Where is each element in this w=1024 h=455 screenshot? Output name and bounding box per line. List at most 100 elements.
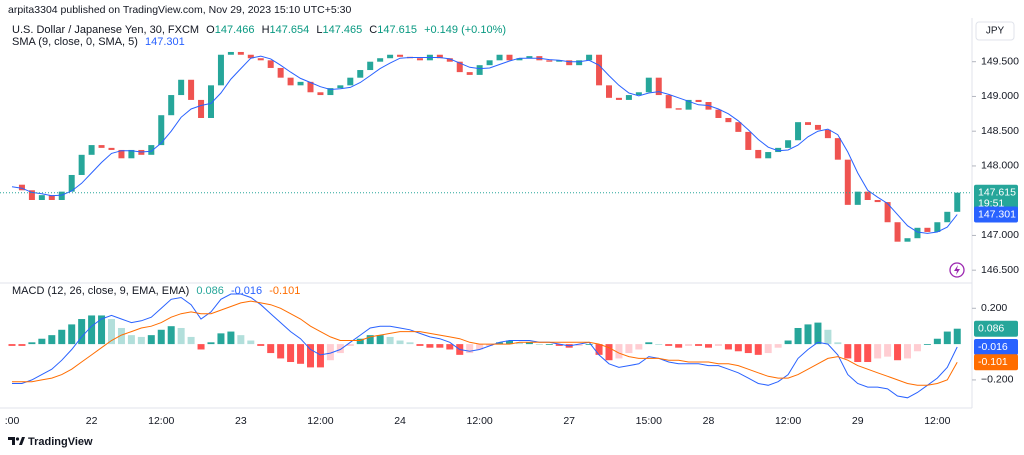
candle (586, 54, 593, 61)
quote-value: 147.615 (377, 24, 417, 36)
macd-histogram-bar (366, 335, 374, 345)
candle (834, 138, 841, 160)
macd-histogram-bar (794, 327, 802, 345)
candle (88, 145, 95, 155)
candle (854, 191, 861, 205)
candle (864, 191, 871, 200)
macd-histogram-bar (844, 344, 852, 359)
alert-icon[interactable] (949, 262, 965, 278)
macd-hist-value: 0.086 (196, 285, 224, 297)
candle (128, 149, 135, 159)
brand-name: TradingView (28, 436, 93, 448)
candle (416, 58, 423, 61)
macd-histogram-bar (446, 344, 454, 350)
macd-histogram-bar (177, 327, 185, 345)
candle (496, 54, 503, 61)
macd-histogram-bar (754, 344, 762, 355)
candle (944, 211, 951, 223)
candle (526, 56, 533, 59)
macd-histogram-bar (635, 344, 643, 350)
last-price-badge (974, 184, 1018, 212)
macd-histogram-bar (814, 322, 822, 345)
macd-histogram-bar (147, 335, 155, 345)
quote-label: O (206, 24, 215, 36)
quote-change: +0.149 (+0.10%) (424, 24, 506, 36)
candle (347, 77, 354, 86)
macd-histogram-bar (257, 344, 265, 346)
macd-histogram-bar (804, 324, 812, 345)
macd-histogram-bar (675, 344, 683, 348)
y-tick-label: 0.200 (981, 302, 1007, 314)
macd-histogram-bar (515, 342, 523, 345)
candle (814, 124, 821, 130)
macd-badge (974, 320, 1018, 337)
macd-histogram-bar (864, 344, 872, 363)
macd-badge-text: 0.086 (978, 322, 1004, 334)
macd-histogram-bar (277, 344, 285, 359)
symbol-title: U.S. Dollar / Japanese Yen, 30, FXCM (12, 24, 199, 36)
currency-label[interactable]: JPY (986, 26, 1005, 37)
macd-histogram-bar (396, 340, 404, 345)
macd-histogram-bar (695, 344, 703, 346)
macd-histogram-bar (476, 344, 484, 350)
macd-histogram-bar (953, 328, 961, 345)
x-tick-label: 22 (86, 415, 98, 427)
published-note: arpita3304 published on TradingView.com,… (8, 4, 351, 16)
y-tick-label: −0.200 (981, 374, 1014, 386)
macd-histogram-bar (28, 342, 36, 345)
candle (516, 58, 523, 61)
y-tick-label: 146.500 (981, 264, 1019, 276)
quote-value: 147.466 (215, 24, 255, 36)
macd-histogram-bar (386, 336, 394, 345)
candle (884, 202, 891, 223)
candle (168, 95, 175, 116)
candle (456, 61, 463, 73)
candle (217, 54, 224, 86)
brand-logo (8, 437, 25, 445)
candle (208, 85, 214, 118)
candle (68, 174, 75, 192)
macd-histogram-bar (127, 335, 135, 345)
macd-histogram-bar (48, 335, 56, 345)
candle (685, 99, 692, 110)
macd-histogram-bar (615, 344, 623, 359)
candle (775, 147, 782, 153)
candle (397, 54, 404, 57)
sma-line (11, 55, 958, 234)
macd-histogram-bar (605, 344, 613, 361)
macd-histogram-bar (117, 327, 125, 345)
macd-histogram-bar (923, 344, 931, 345)
candle (436, 54, 443, 59)
macd-histogram-bar (854, 344, 862, 363)
candle (745, 131, 752, 150)
candle (675, 108, 682, 110)
candle (38, 195, 45, 200)
macd-histogram-bar (585, 344, 593, 345)
macd-histogram-bar (913, 344, 921, 352)
candle (327, 88, 334, 96)
macd-histogram-bar (426, 344, 434, 348)
alert-bolt[interactable] (954, 265, 960, 275)
sma-legend: SMA (9, close, 0, SMA, 5) 147.301 (12, 36, 185, 48)
macd-histogram-bar (894, 344, 902, 361)
macd-histogram-bar (595, 344, 603, 355)
macd-histogram-bar (764, 344, 772, 354)
macd-histogram-bar (724, 344, 732, 350)
x-tick-label: 29 (852, 415, 864, 427)
quote-value: 147.654 (270, 24, 310, 36)
macd-histogram-bar (316, 344, 324, 368)
candle (914, 227, 921, 239)
candle (188, 79, 195, 100)
x-tick-label: 23 (235, 415, 247, 427)
macd-line (12, 293, 958, 399)
macd-histogram-bar (376, 335, 384, 345)
macd-histogram-bar (904, 344, 911, 359)
candle (118, 149, 125, 159)
candle (606, 85, 612, 98)
macd-histogram-bar (68, 324, 76, 345)
macd-line-value: -0.016 (231, 285, 262, 297)
macd-histogram-bar (874, 344, 882, 359)
candle (795, 122, 802, 141)
currency-box[interactable] (975, 21, 1015, 41)
